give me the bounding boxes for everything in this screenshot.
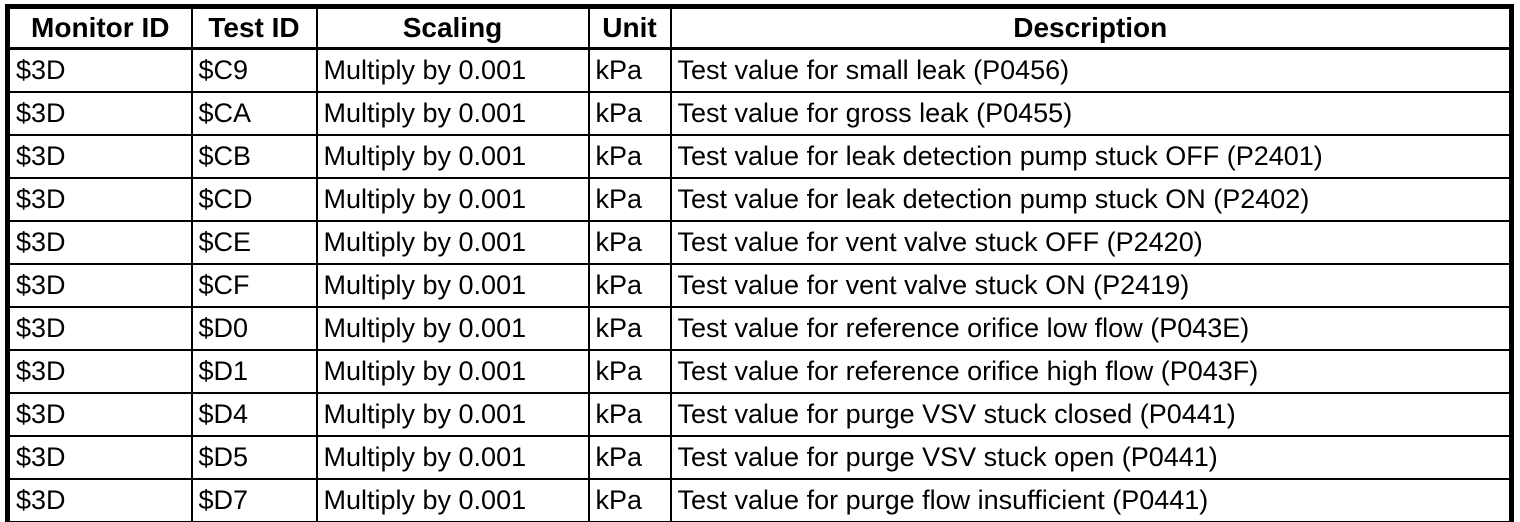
monitor-id-cell: $3D [6, 263, 193, 308]
column-header-description: Description [669, 5, 1513, 50]
table-row: $3D $D0 Multiply by 0.001 kPa Test value… [6, 306, 1513, 351]
column-header-unit: Unit [587, 5, 672, 50]
unit-cell: kPa [587, 349, 672, 394]
column-header-scaling: Scaling [315, 5, 590, 50]
table-header: Monitor ID Test ID Scaling Unit Descript… [6, 5, 1513, 50]
description-cell: Test value for purge VSV stuck closed (P… [669, 392, 1513, 437]
scaling-cell: Multiply by 0.001 [315, 478, 590, 522]
unit-cell: kPa [587, 306, 672, 351]
description-cell: Test value for reference orifice low flo… [669, 306, 1513, 351]
monitor-id-cell: $3D [6, 349, 193, 394]
test-id-cell: $CE [190, 220, 318, 265]
table-row: $3D $CD Multiply by 0.001 kPa Test value… [6, 177, 1513, 222]
unit-cell: kPa [587, 177, 672, 222]
scaling-cell: Multiply by 0.001 [315, 349, 590, 394]
table-row: $3D $CE Multiply by 0.001 kPa Test value… [6, 220, 1513, 265]
unit-cell: kPa [587, 435, 672, 480]
monitor-id-cell: $3D [6, 220, 193, 265]
test-id-cell: $C9 [190, 47, 318, 93]
unit-cell: kPa [587, 263, 672, 308]
unit-cell: kPa [587, 220, 672, 265]
test-id-cell: $CF [190, 263, 318, 308]
scaling-cell: Multiply by 0.001 [315, 392, 590, 437]
unit-cell: kPa [587, 134, 672, 179]
scaling-cell: Multiply by 0.001 [315, 435, 590, 480]
description-cell: Test value for vent valve stuck OFF (P24… [669, 220, 1513, 265]
table-row: $3D $CB Multiply by 0.001 kPa Test value… [6, 134, 1513, 179]
scaling-cell: Multiply by 0.001 [315, 263, 590, 308]
table-row: $3D $D7 Multiply by 0.001 kPa Test value… [6, 478, 1513, 522]
scaling-cell: Multiply by 0.001 [315, 134, 590, 179]
monitor-id-cell: $3D [6, 134, 193, 179]
scaling-cell: Multiply by 0.001 [315, 47, 590, 93]
test-id-cell: $CA [190, 91, 318, 136]
test-id-cell: $D5 [190, 435, 318, 480]
monitor-id-cell: $3D [6, 177, 193, 222]
description-cell: Test value for reference orifice high fl… [669, 349, 1513, 394]
monitor-id-cell: $3D [6, 392, 193, 437]
monitor-id-cell: $3D [6, 478, 193, 522]
monitor-id-cell: $3D [6, 306, 193, 351]
table-row: $3D $CA Multiply by 0.001 kPa Test value… [6, 91, 1513, 136]
column-header-test-id: Test ID [190, 5, 318, 50]
description-cell: Test value for small leak (P0456) [669, 47, 1513, 93]
monitor-id-cell: $3D [6, 47, 193, 93]
description-cell: Test value for leak detection pump stuck… [669, 134, 1513, 179]
description-cell: Test value for leak detection pump stuck… [669, 177, 1513, 222]
test-id-cell: $D4 [190, 392, 318, 437]
scaling-cell: Multiply by 0.001 [315, 306, 590, 351]
test-id-cell: $CD [190, 177, 318, 222]
description-cell: Test value for purge flow insufficient (… [669, 478, 1513, 522]
unit-cell: kPa [587, 392, 672, 437]
test-id-cell: $CB [190, 134, 318, 179]
unit-cell: kPa [587, 91, 672, 136]
table-row: $3D $D4 Multiply by 0.001 kPa Test value… [6, 392, 1513, 437]
unit-cell: kPa [587, 478, 672, 522]
unit-cell: kPa [587, 47, 672, 93]
table-row: $3D $D5 Multiply by 0.001 kPa Test value… [6, 435, 1513, 480]
scaling-cell: Multiply by 0.001 [315, 91, 590, 136]
header-row: Monitor ID Test ID Scaling Unit Descript… [6, 5, 1513, 50]
test-id-cell: $D1 [190, 349, 318, 394]
description-cell: Test value for gross leak (P0455) [669, 91, 1513, 136]
monitor-id-cell: $3D [6, 435, 193, 480]
scaling-cell: Multiply by 0.001 [315, 220, 590, 265]
column-header-monitor-id: Monitor ID [6, 5, 193, 50]
table-row: $3D $CF Multiply by 0.001 kPa Test value… [6, 263, 1513, 308]
test-id-cell: $D7 [190, 478, 318, 522]
description-cell: Test value for purge VSV stuck open (P04… [669, 435, 1513, 480]
table-row: $3D $D1 Multiply by 0.001 kPa Test value… [6, 349, 1513, 394]
description-cell: Test value for vent valve stuck ON (P241… [669, 263, 1513, 308]
test-id-cell: $D0 [190, 306, 318, 351]
monitor-test-data-table: Monitor ID Test ID Scaling Unit Descript… [5, 4, 1514, 522]
table-body: $3D $C9 Multiply by 0.001 kPa Test value… [6, 47, 1513, 522]
monitor-id-cell: $3D [6, 91, 193, 136]
scaling-cell: Multiply by 0.001 [315, 177, 590, 222]
table-row: $3D $C9 Multiply by 0.001 kPa Test value… [6, 47, 1513, 93]
